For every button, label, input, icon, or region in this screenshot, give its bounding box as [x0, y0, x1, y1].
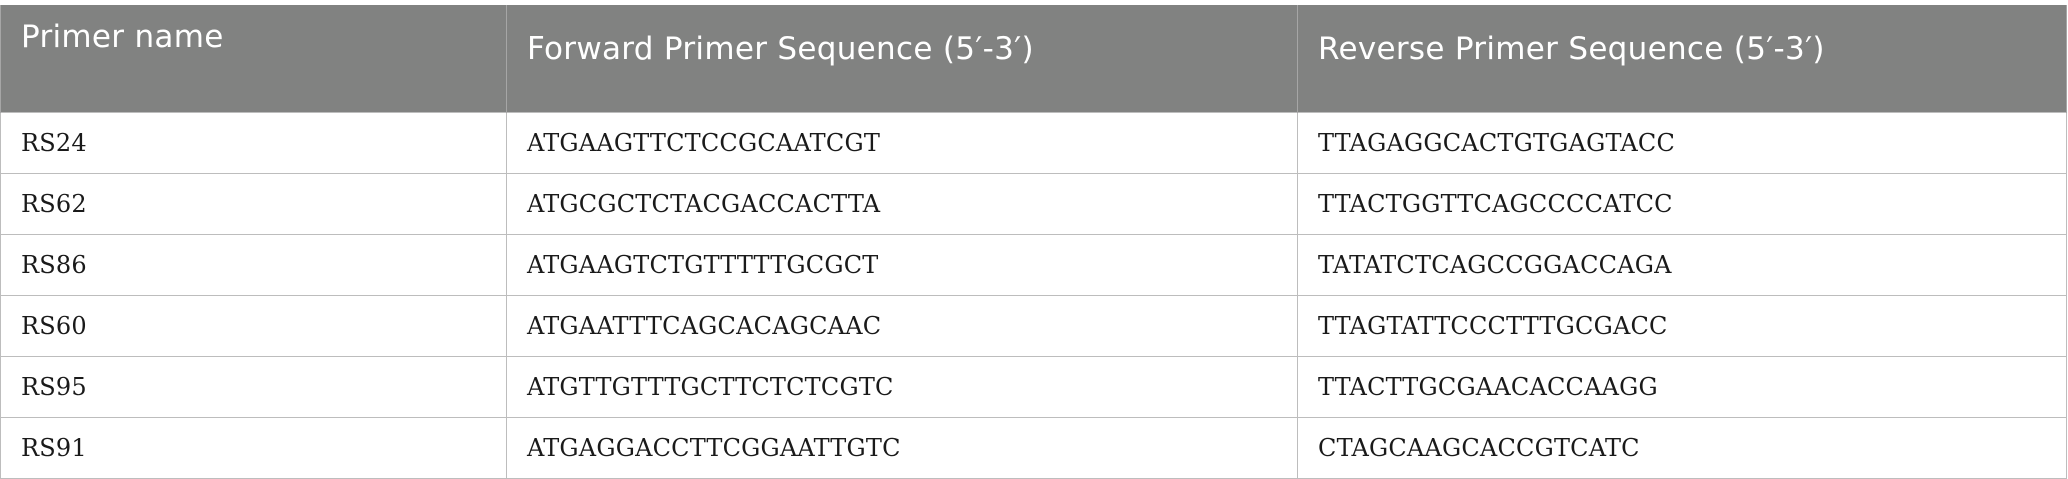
table-row: RS86 ATGAAGTCTGTTTTTGCGCT TATATCTCAGCCGG…: [0, 234, 2067, 296]
cell-primer-name: RS91: [0, 417, 507, 479]
table-row: RS91 ATGAGGACCTTCGGAATTGTC CTAGCAAGCACCG…: [0, 417, 2067, 479]
cell-primer-name: RS24: [0, 112, 507, 174]
cell-primer-name: RS86: [0, 234, 507, 296]
cell-reverse-sequence: TTAGAGGCACTGTGAGTACC: [1297, 112, 2067, 174]
cell-reverse-sequence: TTACTGGTTCAGCCCCATCC: [1297, 173, 2067, 235]
header-forward-sequence: Forward Primer Sequence (5′-3′): [506, 5, 1298, 113]
cell-forward-sequence: ATGAAGTTCTCCGCAATCGT: [506, 112, 1298, 174]
primer-table-container: Primer name Forward Primer Sequence (5′-…: [0, 5, 2067, 479]
header-reverse-sequence: Reverse Primer Sequence (5′-3′): [1297, 5, 2067, 113]
table-body: RS24 ATGAAGTTCTCCGCAATCGT TTAGAGGCACTGTG…: [0, 112, 2067, 479]
cell-forward-sequence: ATGAAGTCTGTTTTTGCGCT: [506, 234, 1298, 296]
cell-forward-sequence: ATGAGGACCTTCGGAATTGTC: [506, 417, 1298, 479]
header-primer-name: Primer name: [0, 5, 507, 113]
cell-forward-sequence: ATGAATTTCAGCACAGCAAC: [506, 295, 1298, 357]
cell-reverse-sequence: TTAGTATTCCCTTTGCGACC: [1297, 295, 2067, 357]
cell-primer-name: RS60: [0, 295, 507, 357]
cell-reverse-sequence: TTACTTGCGAACACCAAGG: [1297, 356, 2067, 418]
table-row: RS60 ATGAATTTCAGCACAGCAAC TTAGTATTCCCTTT…: [0, 295, 2067, 357]
table-row: RS24 ATGAAGTTCTCCGCAATCGT TTAGAGGCACTGTG…: [0, 112, 2067, 174]
table-header: Primer name Forward Primer Sequence (5′-…: [0, 5, 2067, 113]
cell-primer-name: RS95: [0, 356, 507, 418]
table-row: RS62 ATGCGCTCTACGACCACTTA TTACTGGTTCAGCC…: [0, 173, 2067, 235]
table-row: RS95 ATGTTGTTTGCTTCTCTCGTC TTACTTGCGAACA…: [0, 356, 2067, 418]
cell-forward-sequence: ATGCGCTCTACGACCACTTA: [506, 173, 1298, 235]
cell-forward-sequence: ATGTTGTTTGCTTCTCTCGTC: [506, 356, 1298, 418]
cell-reverse-sequence: CTAGCAAGCACCGTCATC: [1297, 417, 2067, 479]
header-row: Primer name Forward Primer Sequence (5′-…: [0, 5, 2067, 113]
cell-primer-name: RS62: [0, 173, 507, 235]
cell-reverse-sequence: TATATCTCAGCCGGACCAGA: [1297, 234, 2067, 296]
primer-table: Primer name Forward Primer Sequence (5′-…: [0, 5, 2067, 479]
